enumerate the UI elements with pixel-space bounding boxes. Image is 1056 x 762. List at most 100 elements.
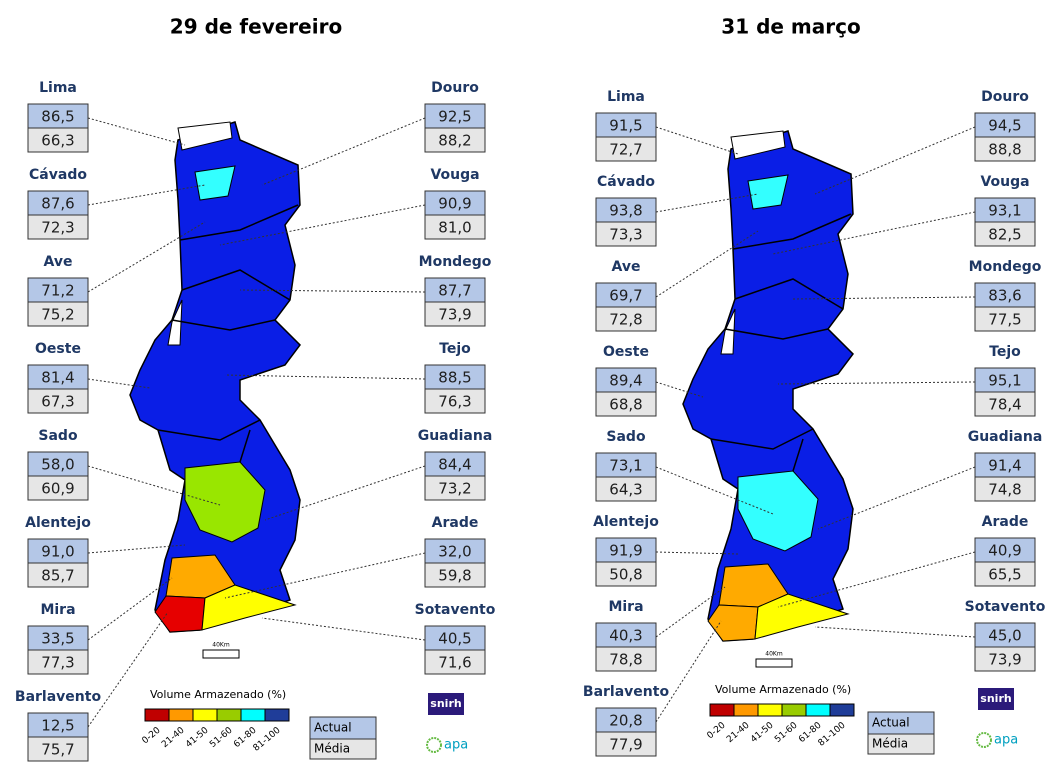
- basin-name: Lima: [607, 89, 645, 105]
- media-box: [595, 476, 657, 502]
- basin-name: Oeste: [35, 341, 81, 357]
- media-value: 72,8: [609, 311, 642, 329]
- basin-name: Mira: [40, 602, 75, 618]
- leader-line: [87, 577, 173, 641]
- leader-line: [777, 381, 976, 385]
- legend-swatch: [240, 708, 266, 722]
- leader-line: [814, 126, 976, 195]
- media-value: 73,9: [988, 651, 1021, 669]
- legend-class: 0-20: [705, 720, 727, 741]
- media-value: 82,5: [988, 226, 1021, 244]
- actual-value: 86,5: [41, 108, 74, 126]
- media-value: 67,3: [41, 393, 74, 411]
- basin-name: Guadiana: [968, 429, 1043, 445]
- legend-title: Volume Armazenado (%): [150, 688, 286, 701]
- legend-class: 81-100: [817, 720, 848, 748]
- basin-name: Vouga: [980, 174, 1029, 190]
- actual-box: [424, 538, 486, 564]
- coast-white: [167, 299, 183, 346]
- actual-value: 91,4: [988, 457, 1021, 475]
- basin-border: [239, 429, 251, 463]
- media-value: 73,9: [438, 306, 471, 324]
- actual-value: 92,5: [438, 108, 471, 126]
- basin-name: Oeste: [603, 344, 649, 360]
- logo-apa: apa: [994, 733, 1018, 748]
- media-value: 64,3: [609, 481, 642, 499]
- media-box: [424, 127, 486, 153]
- sado-region: [184, 461, 266, 543]
- basin-border: [157, 419, 261, 441]
- actual-box: [424, 364, 486, 390]
- leader-line: [87, 611, 169, 728]
- media-box: [595, 391, 657, 417]
- media-box: [595, 221, 657, 247]
- media-box: [424, 475, 486, 501]
- cavado-region: [747, 174, 789, 210]
- actual-box: [974, 537, 1036, 563]
- basin-name: Alentejo: [593, 514, 659, 530]
- media-value: 78,8: [609, 651, 642, 669]
- basin-name: Cávado: [29, 167, 87, 183]
- sotavento-region: [754, 593, 850, 640]
- legend-swatch: [168, 708, 194, 722]
- legend-swatch: [709, 703, 735, 717]
- media-box: [974, 136, 1036, 162]
- media-value: 88,8: [988, 141, 1021, 159]
- basin-name: Tejo: [439, 341, 471, 357]
- legend-swatch: [733, 703, 759, 717]
- logo-snirh-bg: [978, 688, 1014, 710]
- legend-swatch: [216, 708, 242, 722]
- basin-name: Sado: [606, 429, 646, 445]
- basin-name: Barlavento: [583, 684, 670, 700]
- legend-class: 41-50: [749, 720, 776, 745]
- logo-snirh-bg: [428, 693, 464, 715]
- legend-swatch: [144, 708, 170, 722]
- coast-white: [720, 308, 736, 355]
- logo-apa-icon: [426, 737, 442, 753]
- media-value: 73,3: [609, 226, 642, 244]
- media-box: [974, 391, 1036, 417]
- panel: 31 de março 40Km Lima 91,5 72,7 Cávado 93,8 73,…: [583, 15, 1046, 757]
- media-value: 72,7: [609, 141, 642, 159]
- basin-border: [181, 269, 291, 301]
- media-box: [974, 306, 1036, 332]
- logo-snirh: snirh: [430, 697, 461, 710]
- actual-box: [595, 707, 657, 733]
- media-value: 59,8: [438, 567, 471, 585]
- leader-line: [655, 551, 739, 555]
- actual-value: 40,9: [988, 542, 1021, 560]
- actual-value: 87,6: [41, 195, 74, 213]
- media-value: 71,6: [438, 654, 471, 672]
- basin-name: Lima: [39, 80, 77, 96]
- actual-value: 84,4: [438, 456, 471, 474]
- actual-value: 69,7: [609, 287, 642, 305]
- basin-border: [179, 204, 299, 241]
- actual-value: 93,8: [609, 202, 642, 220]
- panel-title: 29 de fevereiro: [170, 15, 342, 39]
- media-box: [595, 561, 657, 587]
- media-value: 50,8: [609, 566, 642, 584]
- basin-name: Vouga: [430, 167, 479, 183]
- basin-name: Sotavento: [965, 599, 1046, 615]
- logo-apa: apa: [444, 738, 468, 753]
- leader-line: [87, 221, 206, 293]
- actual-value: 12,5: [41, 717, 74, 735]
- actual-value: 58,0: [41, 456, 74, 474]
- media-box: [27, 388, 89, 414]
- actual-value: 71,2: [41, 282, 74, 300]
- actual-value: 90,9: [438, 195, 471, 213]
- media-value: 77,5: [988, 311, 1021, 329]
- actual-box: [595, 282, 657, 308]
- legend-class: 21-40: [160, 725, 187, 750]
- media-value: 78,4: [988, 396, 1021, 414]
- legend-swatch: [264, 708, 290, 722]
- actual-value: 83,6: [988, 287, 1021, 305]
- media-value: 77,3: [41, 654, 74, 672]
- legend-media: Média: [314, 742, 350, 756]
- actual-value: 91,5: [609, 117, 642, 135]
- actual-box: [424, 625, 486, 651]
- media-box: [27, 649, 89, 675]
- basin-name: Douro: [431, 80, 479, 96]
- basin-name: Mira: [608, 599, 643, 615]
